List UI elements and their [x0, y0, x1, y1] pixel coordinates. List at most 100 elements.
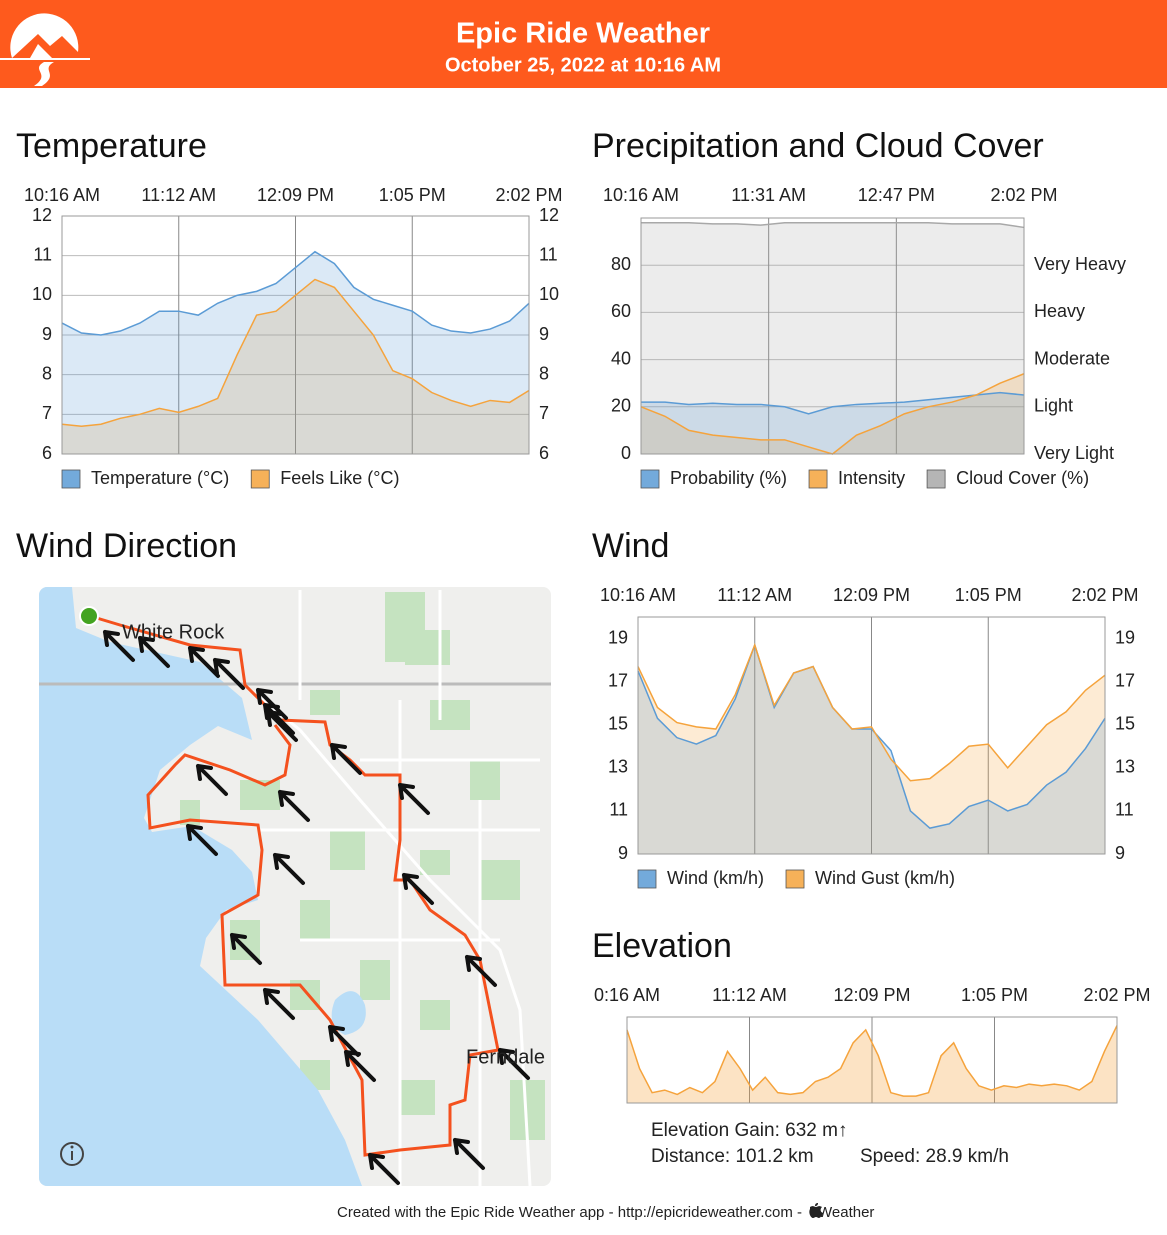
chart-title: Temperature [16, 127, 207, 165]
speed: Speed: 28.9 km/h [860, 1146, 1009, 1167]
report-date: October 25, 2022 at 10:16 AM [445, 54, 721, 76]
map-label: Ferndale [466, 1046, 545, 1068]
map-lake [331, 991, 366, 1035]
y2-tick-label: 19 [1115, 627, 1135, 647]
x-tick-label: 0:16 AM [594, 985, 660, 1005]
map-water [39, 587, 362, 1186]
y-tick-label: 10 [32, 284, 52, 304]
legend-swatch [637, 869, 657, 889]
app-title: Epic Ride Weather [456, 18, 710, 50]
wind-arrow [453, 1138, 485, 1170]
area-fill [62, 279, 529, 454]
legend-label: Probability (%) [670, 468, 787, 488]
map[interactable]: White Rock Ferndale [39, 587, 551, 1186]
y-tick-label: 11 [33, 244, 52, 264]
wind-arrow [273, 853, 305, 885]
wind-arrow [213, 658, 245, 690]
legend-label: Feels Like (°C) [280, 468, 399, 488]
y-tick-label: 17 [608, 670, 628, 690]
y2-tick-label: 9 [1115, 843, 1125, 863]
area-fill [638, 645, 1105, 854]
x-tick-label: 2:02 PM [990, 185, 1057, 205]
series-line [641, 221, 1025, 229]
x-tick-label: 1:05 PM [955, 585, 1022, 605]
plot-area [641, 218, 1024, 454]
area-fill [641, 392, 1024, 454]
y2-tick-label: Very Heavy [1034, 254, 1126, 274]
legend-label: Wind Gust (km/h) [815, 868, 955, 888]
x-tick-label: 2:02 PM [1083, 985, 1150, 1005]
area-fill [638, 645, 1105, 854]
x-tick-label: 2:02 PM [495, 185, 562, 205]
y2-tick-label: 11 [1115, 800, 1134, 820]
y-tick-label: 12 [32, 205, 52, 225]
x-tick-label: 10:16 AM [603, 185, 679, 205]
legend-swatch [61, 469, 81, 489]
area-fill [641, 373, 1024, 454]
y2-tick-label: 12 [539, 205, 559, 225]
wind-arrow [465, 955, 497, 987]
legend-swatch [926, 469, 946, 489]
wind-arrow [344, 1050, 376, 1082]
y2-tick-label: 11 [539, 244, 558, 264]
y2-tick-label: 7 [539, 403, 549, 423]
legend-label: Cloud Cover (%) [956, 468, 1089, 488]
y-tick-label: 40 [611, 348, 631, 368]
legend-swatch [808, 469, 828, 489]
y2-tick-label: 17 [1115, 670, 1135, 690]
wind-arrows [103, 630, 530, 1185]
apple-logo [809, 1203, 823, 1218]
wind-arrow [103, 630, 135, 662]
y2-tick-label: Light [1034, 396, 1073, 416]
y-tick-label: 6 [42, 443, 52, 463]
elevation-gain: Elevation Gain: 632 m↑ [651, 1120, 847, 1141]
wind-arrow [188, 646, 220, 678]
legend-swatch [250, 469, 270, 489]
series-line [641, 391, 1025, 415]
y2-tick-label: 9 [539, 324, 549, 344]
wind-arrow [263, 988, 295, 1020]
wind-arrow [230, 933, 262, 965]
logo [0, 13, 90, 86]
chart-title: Elevation [592, 927, 732, 965]
chart-title: Wind [592, 527, 669, 565]
plot-border [61, 215, 530, 455]
legend-swatch [785, 869, 805, 889]
x-tick-label: 11:12 AM [712, 985, 787, 1005]
distance: Distance: 101.2 km [651, 1146, 814, 1167]
wind-arrow [330, 743, 362, 775]
y-tick-label: 8 [42, 363, 52, 383]
y2-tick-label: Very Light [1034, 443, 1114, 463]
y2-tick-label: 15 [1115, 713, 1135, 733]
x-tick-label: 2:02 PM [1071, 585, 1138, 605]
wind-arrow [186, 824, 218, 856]
wind-arrow [196, 764, 228, 796]
y-tick-label: 19 [608, 627, 628, 647]
map-title: Wind Direction [16, 527, 237, 565]
series-line [61, 278, 530, 427]
y-tick-label: 9 [618, 843, 628, 863]
wind-arrow [328, 1025, 360, 1057]
wind-arrow [368, 1153, 400, 1185]
info-button[interactable] [60, 1142, 84, 1166]
x-tick-label: 12:47 PM [858, 185, 935, 205]
y-tick-label: 0 [621, 443, 631, 463]
y-tick-label: 11 [609, 800, 628, 820]
footer-text: Created with the Epic Ride Weather app -… [337, 1204, 802, 1221]
y2-tick-label: 6 [539, 443, 549, 463]
legend-label: Intensity [838, 468, 905, 488]
x-tick-label: 1:05 PM [379, 185, 446, 205]
legend-label: Temperature (°C) [91, 468, 229, 488]
x-tick-label: 10:16 AM [24, 185, 100, 205]
wind-arrow [402, 873, 434, 905]
plot-border [640, 217, 1025, 455]
area-fill [641, 222, 1024, 454]
x-tick-label: 12:09 PM [833, 985, 910, 1005]
wind-arrow [266, 710, 298, 742]
y-tick-label: 80 [611, 254, 631, 274]
y-tick-label: 9 [42, 324, 52, 344]
y-tick-label: 7 [42, 403, 52, 423]
y2-tick-label: 8 [539, 363, 549, 383]
